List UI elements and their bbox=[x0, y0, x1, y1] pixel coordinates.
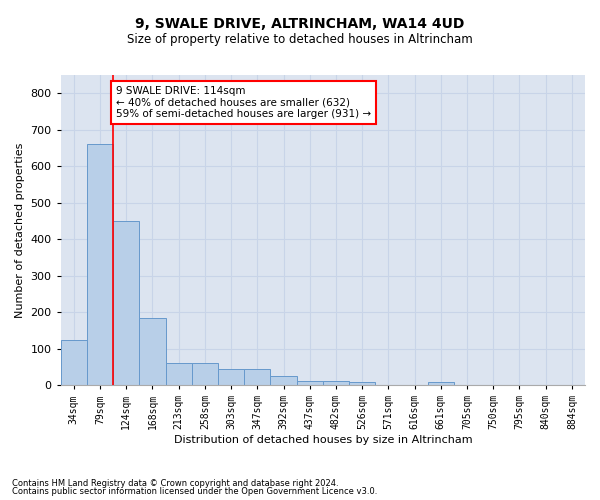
Bar bbox=[113, 221, 139, 385]
Bar bbox=[218, 368, 244, 385]
Text: Size of property relative to detached houses in Altrincham: Size of property relative to detached ho… bbox=[127, 32, 473, 46]
Bar bbox=[323, 381, 349, 385]
Bar bbox=[61, 340, 87, 385]
Text: 9, SWALE DRIVE, ALTRINCHAM, WA14 4UD: 9, SWALE DRIVE, ALTRINCHAM, WA14 4UD bbox=[136, 18, 464, 32]
Bar bbox=[296, 381, 323, 385]
Bar bbox=[271, 376, 296, 385]
Bar bbox=[139, 318, 166, 385]
Bar bbox=[244, 368, 271, 385]
Bar bbox=[192, 364, 218, 385]
Bar bbox=[349, 382, 375, 385]
Bar bbox=[87, 144, 113, 385]
Bar bbox=[166, 364, 192, 385]
Bar bbox=[428, 382, 454, 385]
X-axis label: Distribution of detached houses by size in Altrincham: Distribution of detached houses by size … bbox=[173, 435, 472, 445]
Text: Contains HM Land Registry data © Crown copyright and database right 2024.: Contains HM Land Registry data © Crown c… bbox=[12, 478, 338, 488]
Y-axis label: Number of detached properties: Number of detached properties bbox=[15, 142, 25, 318]
Text: 9 SWALE DRIVE: 114sqm
← 40% of detached houses are smaller (632)
59% of semi-det: 9 SWALE DRIVE: 114sqm ← 40% of detached … bbox=[116, 86, 371, 119]
Text: Contains public sector information licensed under the Open Government Licence v3: Contains public sector information licen… bbox=[12, 487, 377, 496]
